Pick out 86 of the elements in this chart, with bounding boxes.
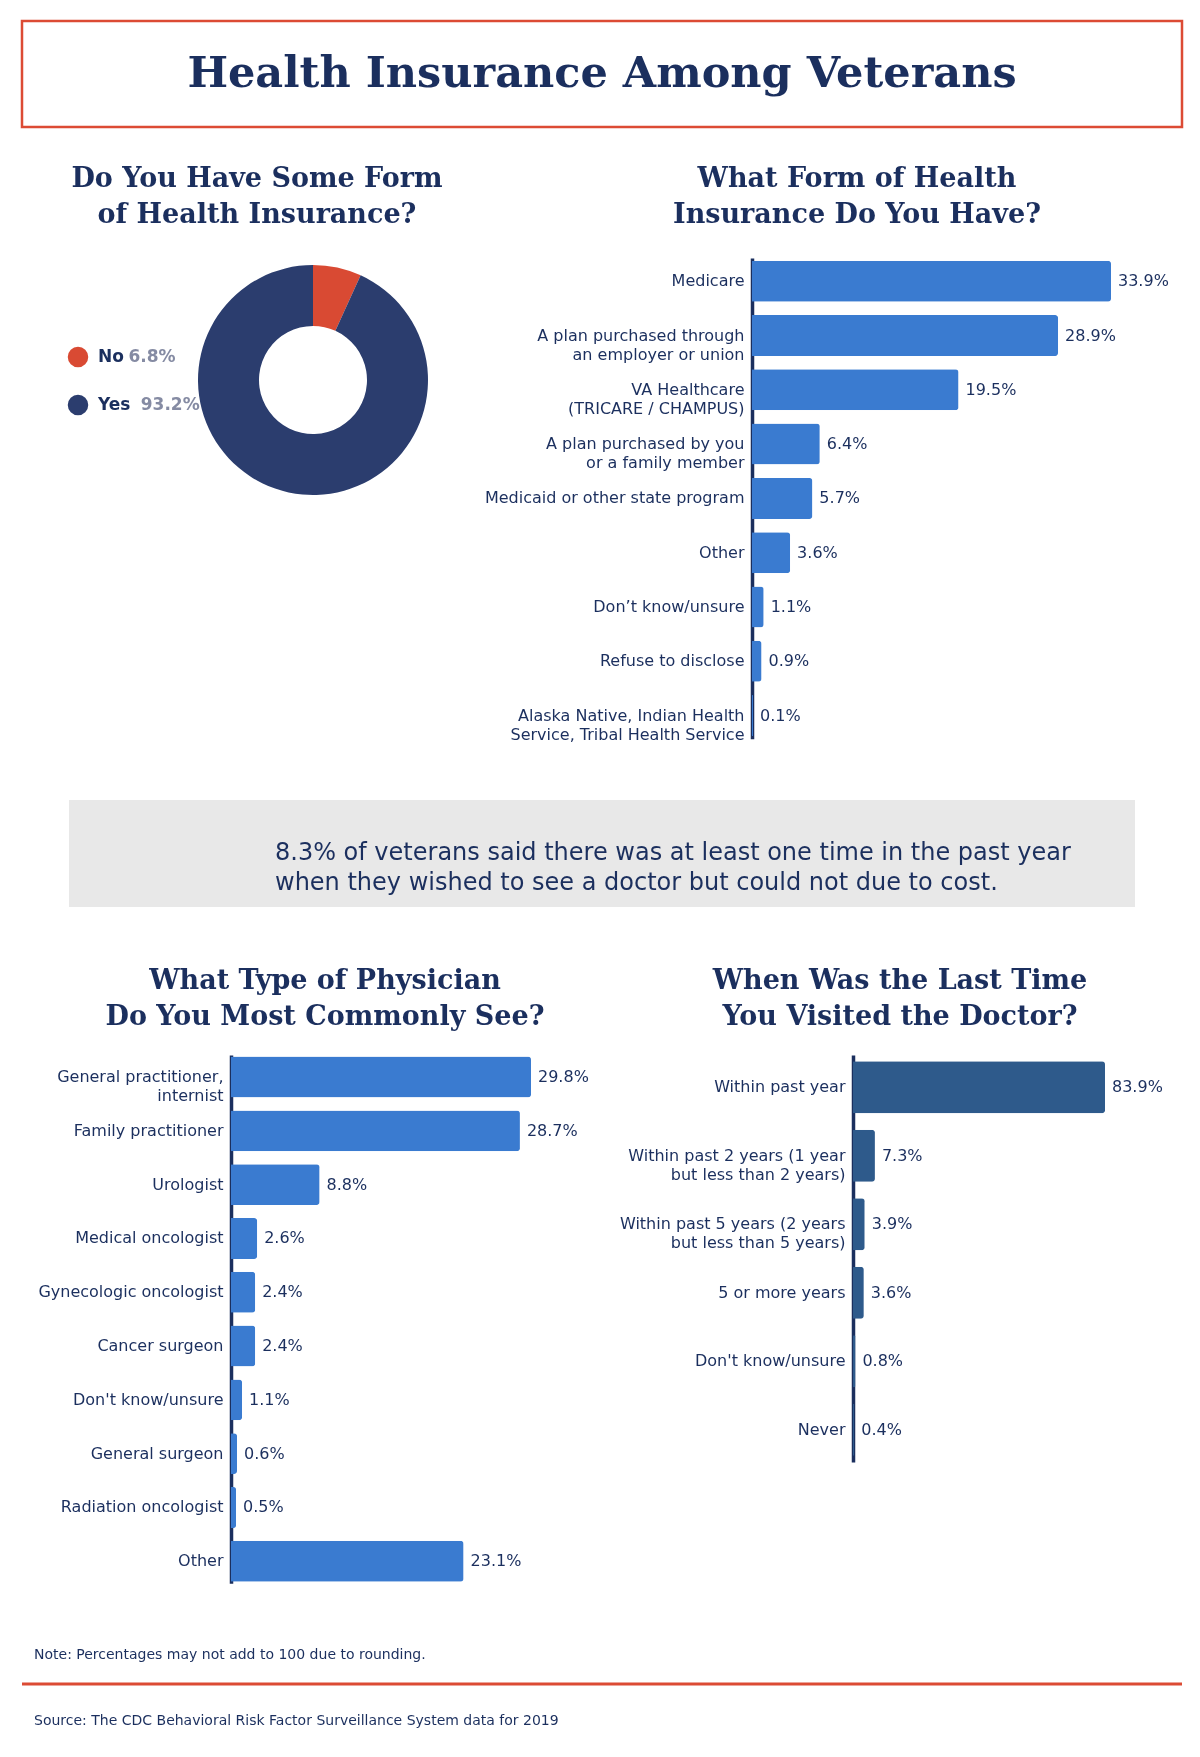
data-label: 0.5% [243,1497,284,1517]
y-tick-label: Don't know/unsure [694,1351,846,1371]
y-tick-label: Urologist [152,1174,224,1194]
y-tick-label: Medical oncologist [75,1228,224,1248]
y-tick-label: Don’t know/unsure [593,597,745,617]
data-label: 5.7% [819,488,861,508]
y-tick-label: 5 or more years [718,1282,846,1302]
source-note: Source: The CDC Behavioral Risk Factor Surveillance System data for 2019 [34,1712,559,1728]
bar [752,477,813,519]
bar [752,315,1059,357]
chart-title: What Form of Health Insurance Do You Have? [673,162,1041,229]
y-tick-label: General practitioner, internist [57,1067,224,1106]
y-tick-label: A plan purchased by you or a family member [546,434,745,473]
y-tick-label: Cancer surgeon [97,1336,224,1356]
data-label: 0.6% [244,1443,285,1463]
y-tick-label: Medicare [671,271,745,291]
bar [231,1487,237,1528]
bar [853,1266,864,1319]
y-tick-label: Alaska Native, Indian Health Service, Tribal Health Service [510,705,745,744]
y-tick-label: Refuse to disclose [599,651,745,671]
y-tick-label: Within past 5 years (2 years but less than 5 years) [619,1214,846,1253]
data-label: 0.1% [760,705,801,725]
y-tick-label: Radiation oncologist [60,1497,224,1517]
data-label: 2.6% [264,1228,305,1248]
legend-label: Yes [97,394,131,414]
data-label: 7.3% [881,1145,923,1165]
y-tick-label: Gynecologic oncologist [38,1282,224,1302]
chart-title: What Type of Physician Do You Most Commonly See? [105,964,545,1031]
bar [231,1540,464,1582]
data-label: 3.9% [871,1214,913,1234]
y-tick-label: A plan purchased through an employer or union [537,325,745,364]
legend-label: No [98,346,124,366]
data-label: 1.1% [249,1389,290,1409]
chart-title: When Was the Last Time You Visited the Doctor? [711,964,1088,1031]
bar [752,423,820,465]
chart-title: Do You Have Some Form of Health Insurance? [71,162,443,229]
donut-slice [198,265,428,495]
bar [752,586,764,628]
data-label: 2.4% [262,1336,303,1356]
data-label: 93.2% [140,394,200,414]
data-label: 0.4% [861,1419,902,1439]
data-label: 29.8% [538,1067,589,1087]
bar [752,260,1111,302]
data-label: 28.7% [526,1120,578,1140]
data-label: 19.5% [965,379,1017,399]
y-tick-label: Medicaid or other state program [484,488,745,508]
y-tick-label: Don't know/unsure [72,1389,224,1409]
data-label: 6.4% [826,434,868,454]
y-tick-label: Within past year [714,1077,846,1097]
y-tick-label: VA Healthcare (TRICARE / CHAMPUS) [568,379,745,418]
bar [853,1198,865,1251]
donut-slice [313,265,361,331]
data-label: 0.9% [768,651,810,671]
data-label: 83.9% [1112,1077,1163,1097]
y-tick-label: Family practitioner [73,1120,224,1140]
bar [231,1164,320,1206]
y-tick-label: Other [178,1551,224,1571]
y-tick-label: General surgeon [90,1443,224,1463]
data-label: 1.1% [770,597,812,617]
data-label: 8.8% [326,1174,368,1194]
bar [231,1379,243,1421]
bar [231,1218,258,1259]
bar [752,640,762,682]
data-label: 23.1% [470,1551,522,1571]
data-label: 6.8% [128,346,176,366]
bar [231,1433,238,1475]
bar [853,1061,1105,1114]
data-label: 3.6% [797,542,838,562]
data-label: 28.9% [1065,325,1116,345]
bar [231,1325,256,1367]
bar [231,1271,256,1313]
data-label: 33.9% [1118,271,1169,291]
bar [231,1056,531,1098]
text: Note: Percentages may not add to 100 due to rounding. [34,1646,426,1662]
bar [231,1110,520,1152]
bar [752,369,959,411]
text: 8.3% of veterans said there was at least one time in the past year when they wished to see a doctor but could not due to cost. [275,838,1072,896]
bar [853,1129,875,1182]
data-label: 2.4% [262,1282,303,1302]
data-label: 0.8% [862,1351,904,1371]
y-tick-label: Within past 2 years (1 year but less than 2 years) [628,1145,846,1184]
bar [752,532,791,574]
y-tick-label: Never [797,1419,846,1439]
data-label: 3.6% [870,1282,912,1302]
text: Health Insurance Among Veterans [187,47,1017,97]
y-tick-label: Other [699,542,745,562]
